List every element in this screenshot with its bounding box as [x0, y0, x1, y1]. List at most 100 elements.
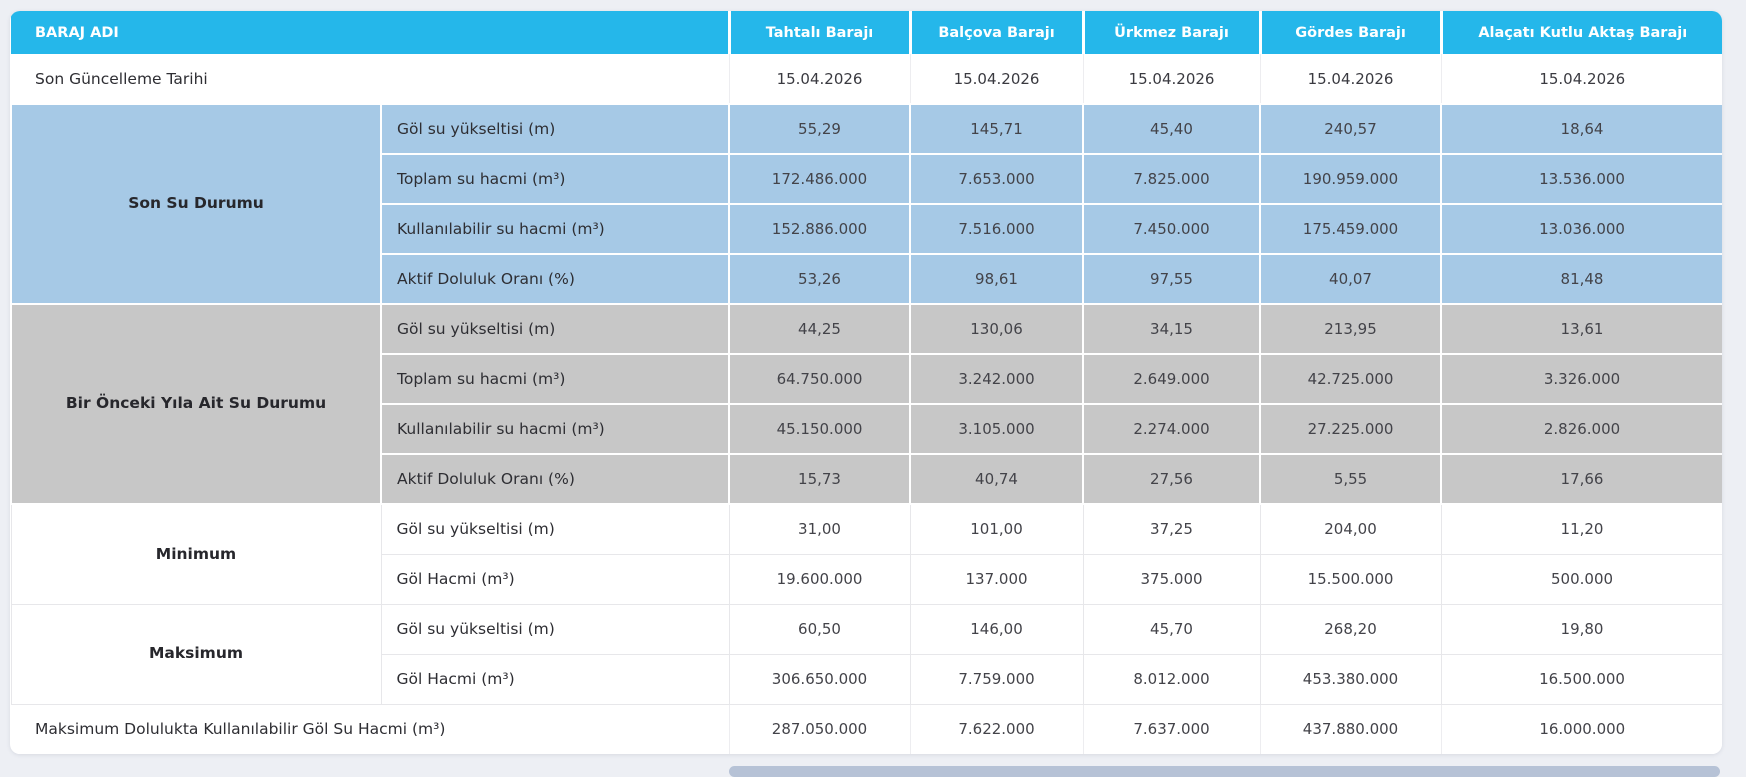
row-label-cell: Göl Hacmi (m³) — [380, 653, 730, 705]
column-header-balcova: Balçova Barajı — [908, 11, 1084, 54]
column-header-gordes: Gördes Barajı — [1258, 11, 1442, 54]
dam-status-table: BARAJ ADI Tahtalı Barajı Balçova Barajı … — [10, 11, 1722, 754]
value-cell: 213,95 — [1259, 303, 1443, 355]
group-label-minimum: Minimum — [10, 503, 382, 605]
row-label-son-guncelleme: Son Güncelleme Tarihi — [11, 54, 730, 105]
value-cell: 3.105.000 — [909, 403, 1085, 455]
column-header-baraj-adi: BARAJ ADI — [11, 11, 730, 54]
value-cell: 204,00 — [1259, 503, 1442, 555]
value-cell: 190.959.000 — [1259, 153, 1443, 205]
value-cell: 15.04.2026 — [1440, 54, 1722, 105]
value-cell: 7.759.000 — [909, 653, 1084, 705]
value-cell: 500.000 — [1440, 553, 1722, 605]
table-row: Aktif Doluluk Oranı (%) 53,26 98,61 97,5… — [11, 253, 1722, 305]
value-cell: 3.242.000 — [909, 353, 1085, 405]
group-label-onceki-yil: Bir Önceki Yıla Ait Su Durumu — [10, 303, 382, 505]
value-cell: 15,73 — [728, 453, 912, 505]
value-cell: 15.04.2026 — [728, 54, 911, 105]
value-cell: 453.380.000 — [1259, 653, 1442, 705]
value-cell: 37,25 — [1082, 503, 1261, 555]
value-cell: 45.150.000 — [728, 403, 912, 455]
value-cell: 268,20 — [1259, 603, 1442, 655]
value-cell: 7.450.000 — [1082, 203, 1262, 255]
row-label-cell: Göl su yükseltisi (m) — [380, 503, 730, 555]
value-cell: 15.04.2026 — [1082, 54, 1261, 105]
value-cell: 137.000 — [909, 553, 1084, 605]
value-cell: 306.650.000 — [728, 653, 911, 705]
value-cell: 98,61 — [909, 253, 1085, 305]
value-cell: 18,64 — [1440, 103, 1722, 155]
row-label-cell: Aktif Doluluk Oranı (%) — [379, 253, 731, 305]
table-row: Bir Önceki Yıla Ait Su Durumu Göl su yük… — [10, 303, 1722, 505]
value-cell: 287.050.000 — [728, 703, 911, 754]
value-cell: 42.725.000 — [1259, 353, 1443, 405]
table-row: Kullanılabilir su hacmi (m³) 45.150.000 … — [11, 403, 1722, 455]
header-row: BARAJ ADI Tahtalı Barajı Balçova Barajı … — [11, 11, 1722, 54]
value-cell: 7.622.000 — [909, 703, 1084, 754]
row-label-cell: Toplam su hacmi (m³) — [379, 153, 731, 205]
value-cell: 53,26 — [728, 253, 912, 305]
value-cell: 45,40 — [1082, 103, 1262, 155]
value-cell: 8.012.000 — [1082, 653, 1261, 705]
footer-row: Maksimum Dolulukta Kullanılabilir Göl Su… — [11, 703, 1722, 754]
value-cell: 15.500.000 — [1259, 553, 1442, 605]
dam-status-table-card: BARAJ ADI Tahtalı Barajı Balçova Barajı … — [10, 11, 1722, 754]
value-cell: 375.000 — [1082, 553, 1261, 605]
row-label-maks-dolulukta: Maksimum Dolulukta Kullanılabilir Göl Su… — [11, 703, 730, 754]
row-label-cell: Göl su yükseltisi (m) — [379, 103, 731, 155]
value-cell: 34,15 — [1082, 303, 1262, 355]
column-header-urkmez: Ürkmez Barajı — [1081, 11, 1261, 54]
column-header-tahtali: Tahtalı Barajı — [727, 11, 911, 54]
value-cell: 27,56 — [1082, 453, 1262, 505]
value-cell: 11,20 — [1440, 503, 1722, 555]
value-cell: 2.649.000 — [1082, 353, 1262, 405]
value-cell: 145,71 — [909, 103, 1085, 155]
value-cell: 40,74 — [909, 453, 1085, 505]
value-cell: 44,25 — [728, 303, 912, 355]
table-row: Göl Hacmi (m³) 306.650.000 7.759.000 8.0… — [11, 653, 1722, 705]
table-row: Göl Hacmi (m³) 19.600.000 137.000 375.00… — [11, 553, 1722, 605]
value-cell: 101,00 — [909, 503, 1084, 555]
row-label-cell: Aktif Doluluk Oranı (%) — [379, 453, 731, 505]
value-cell: 7.653.000 — [909, 153, 1085, 205]
value-cell: 2.826.000 — [1440, 403, 1722, 455]
value-cell: 7.516.000 — [909, 203, 1085, 255]
value-cell: 15.04.2026 — [1259, 54, 1442, 105]
value-cell: 13,61 — [1440, 303, 1722, 355]
value-cell: 45,70 — [1082, 603, 1261, 655]
value-cell: 7.637.000 — [1082, 703, 1261, 754]
row-label-cell: Toplam su hacmi (m³) — [379, 353, 731, 405]
table-row: Toplam su hacmi (m³) 64.750.000 3.242.00… — [11, 353, 1722, 405]
value-cell: 97,55 — [1082, 253, 1262, 305]
row-label-cell: Kullanılabilir su hacmi (m³) — [379, 203, 731, 255]
update-date-row: Son Güncelleme Tarihi 15.04.2026 15.04.2… — [11, 54, 1722, 105]
value-cell: 172.486.000 — [728, 153, 912, 205]
value-cell: 19.600.000 — [728, 553, 911, 605]
value-cell: 55,29 — [728, 103, 912, 155]
value-cell: 240,57 — [1259, 103, 1443, 155]
table-row: Maksimum Göl su yükseltisi (m) 60,50 146… — [10, 603, 1722, 705]
table-row: Toplam su hacmi (m³) 172.486.000 7.653.0… — [11, 153, 1722, 205]
row-label-cell: Göl su yükseltisi (m) — [380, 603, 730, 655]
value-cell: 146,00 — [909, 603, 1084, 655]
value-cell: 16.000.000 — [1440, 703, 1722, 754]
value-cell: 5,55 — [1259, 453, 1443, 505]
value-cell: 3.326.000 — [1440, 353, 1722, 405]
value-cell: 130,06 — [909, 303, 1085, 355]
value-cell: 60,50 — [728, 603, 911, 655]
value-cell: 17,66 — [1440, 453, 1722, 505]
value-cell: 40,07 — [1259, 253, 1443, 305]
row-label-cell: Göl su yükseltisi (m) — [379, 303, 731, 355]
table-row: Minimum Göl su yükseltisi (m) 31,00 101,… — [10, 503, 1722, 605]
value-cell: 64.750.000 — [728, 353, 912, 405]
value-cell: 7.825.000 — [1082, 153, 1262, 205]
horizontal-scrollbar[interactable] — [729, 766, 1720, 777]
value-cell: 437.880.000 — [1259, 703, 1442, 754]
table-row: Aktif Doluluk Oranı (%) 15,73 40,74 27,5… — [11, 453, 1722, 505]
row-label-cell: Kullanılabilir su hacmi (m³) — [379, 403, 731, 455]
value-cell: 2.274.000 — [1082, 403, 1262, 455]
table-row: Son Su Durumu Göl su yükseltisi (m) 55,2… — [10, 103, 1722, 305]
value-cell: 13.036.000 — [1440, 203, 1722, 255]
table-row: Kullanılabilir su hacmi (m³) 152.886.000… — [11, 203, 1722, 255]
value-cell: 16.500.000 — [1440, 653, 1722, 705]
